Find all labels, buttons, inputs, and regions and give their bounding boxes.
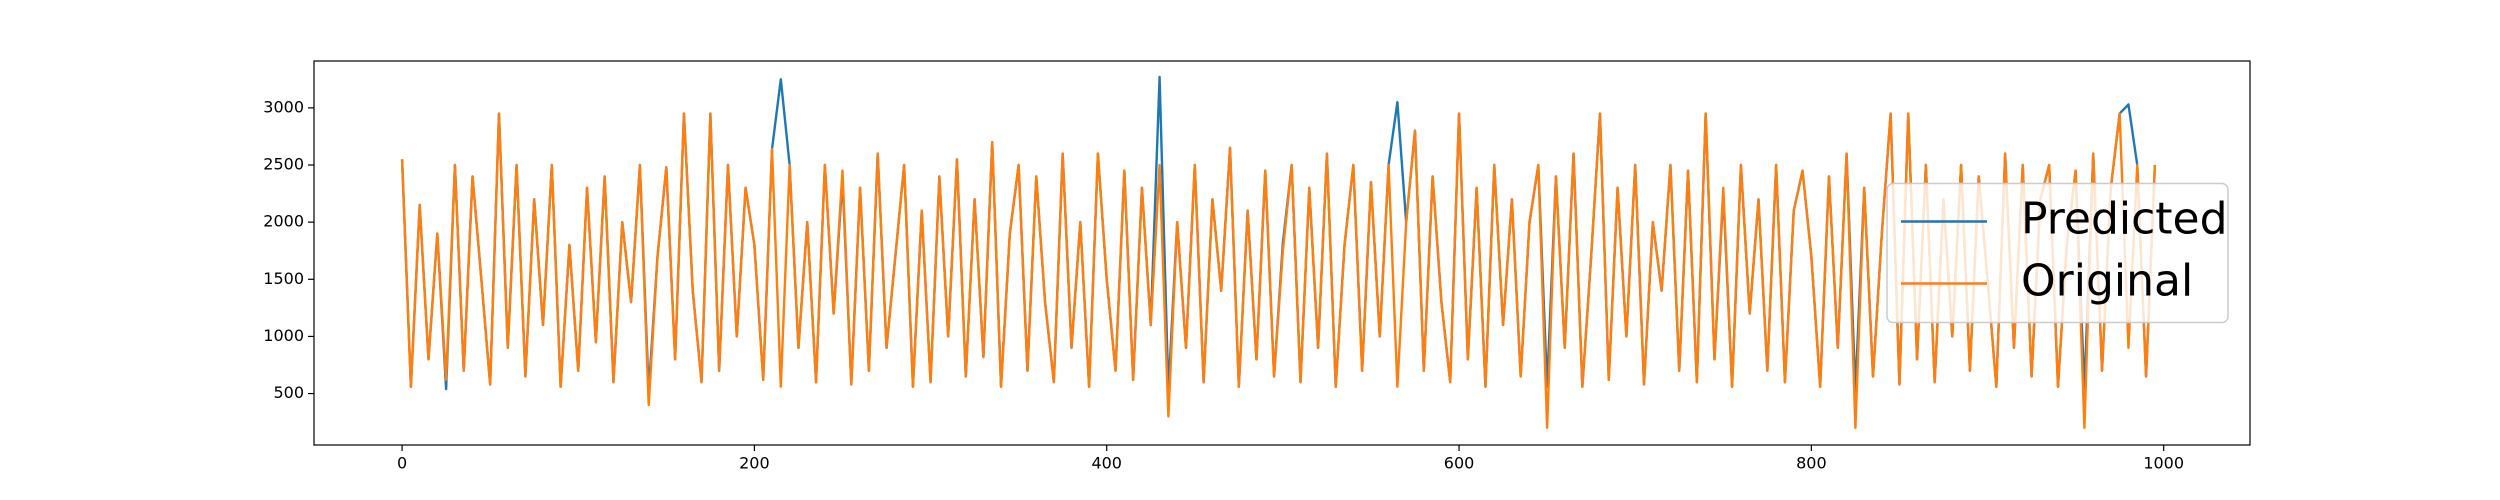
x-tick-label: 800: [1796, 454, 1827, 473]
x-tick-label: 200: [739, 454, 770, 473]
x-tick-label: 400: [1091, 454, 1122, 473]
y-tick-label: 1000: [263, 326, 304, 345]
y-tick-label: 1500: [263, 269, 304, 288]
legend-label: Original: [2021, 256, 2193, 307]
y-tick-label: 2000: [263, 212, 304, 231]
legend-box: [1886, 182, 2229, 324]
y-tick-label: 2500: [263, 155, 304, 174]
y-tick-label: 3000: [263, 97, 304, 116]
y-tick-label: 500: [273, 383, 304, 402]
x-tick-label: 0: [397, 454, 407, 473]
axes-frame: [313, 60, 2251, 446]
series-line: [400, 112, 2157, 430]
x-tick-label: 600: [1444, 454, 1475, 473]
legend-label: Predicted: [2021, 194, 2228, 245]
x-tick-label: 1000: [2143, 454, 2184, 473]
